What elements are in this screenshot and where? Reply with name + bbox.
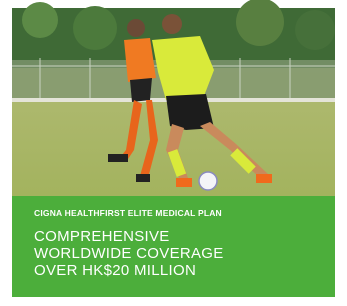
tree (236, 0, 284, 46)
headline-line: COMPREHENSIVE (34, 229, 170, 245)
headline-line: WORLDWIDE COVERAGE (34, 246, 224, 262)
plan-name: CIGNA HEALTHFIRST ELITE MEDICAL PLAN (34, 208, 222, 218)
tree (73, 6, 117, 50)
headline-line: OVER HK$20 MILLION (34, 263, 196, 279)
tree (22, 2, 58, 38)
banner: CIGNA HEALTHFIRST ELITE MEDICAL PLAN COM… (12, 196, 335, 297)
ball (199, 172, 217, 190)
advert: CIGNA HEALTHFIRST ELITE MEDICAL PLAN COM… (0, 0, 347, 306)
tree (295, 10, 335, 50)
